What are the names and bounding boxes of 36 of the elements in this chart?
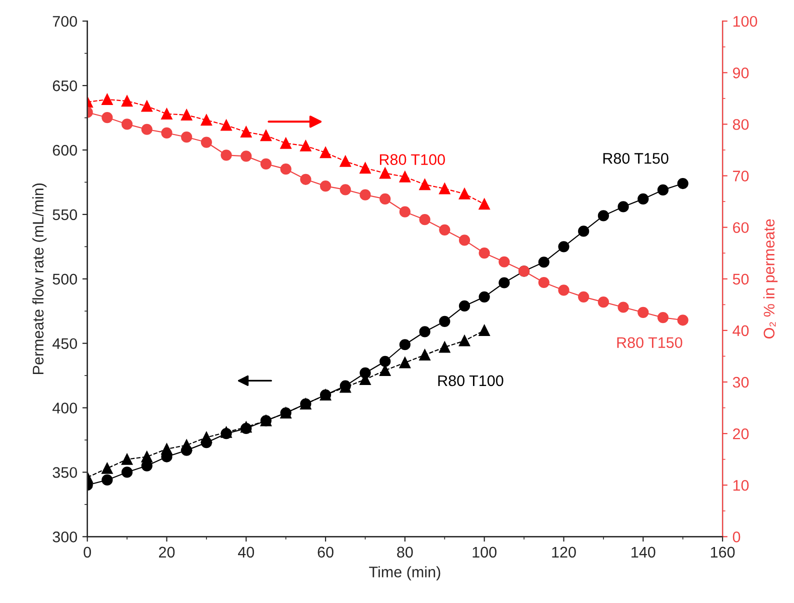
series-label: R80 T150 — [603, 153, 668, 164]
y-axis-title: Permeate flow rate (mL/min) — [32, 183, 47, 374]
y-tick-label: 300 — [52, 532, 78, 542]
y-tick-label: 400 — [52, 402, 78, 414]
x-tick-label: 100 — [472, 546, 496, 558]
y2-tick-label: 30 — [732, 376, 749, 388]
y2-axis-title: O₂ % in permeate — [763, 219, 778, 338]
y2-tick-label: 50 — [732, 274, 749, 285]
x-tick-label: 0 — [84, 546, 91, 558]
y-tick-label: 600 — [52, 144, 78, 156]
x-tick-label: 80 — [397, 546, 413, 558]
y2-tick-label: 0 — [732, 532, 740, 542]
x-tick-label: 160 — [710, 546, 735, 558]
x-axis-title: Time (min) — [369, 566, 440, 580]
series-label: R80 T100 — [438, 375, 504, 386]
x-tick-label: 120 — [552, 546, 576, 558]
y2-tick-label: 10 — [733, 480, 749, 491]
series-label: R80 T100 — [380, 154, 445, 165]
y-tick-label: 700 — [52, 16, 78, 27]
x-tick-label: 20 — [159, 546, 175, 558]
x-tick-label: 40 — [238, 546, 254, 558]
y2-tick-label: 40 — [732, 325, 749, 336]
x-tick-label: 60 — [318, 546, 334, 558]
y2-tick-label: 100 — [733, 16, 758, 27]
y2-tick-label: 80 — [732, 119, 749, 130]
y2-tick-label: 70 — [733, 170, 749, 182]
y2-tick-label: 60 — [733, 222, 749, 234]
y-tick-label: 650 — [52, 80, 78, 92]
y2-tick-label: 20 — [733, 428, 749, 440]
y-tick-label: 450 — [52, 338, 78, 350]
y2-tick-label: 90 — [732, 68, 749, 78]
y-tick-label: 500 — [52, 274, 78, 285]
y-tick-label: 550 — [52, 209, 78, 220]
y-tick-label: 350 — [52, 467, 78, 478]
series-label: R80 T150 — [617, 337, 682, 348]
x-tick-label: 140 — [632, 546, 656, 558]
